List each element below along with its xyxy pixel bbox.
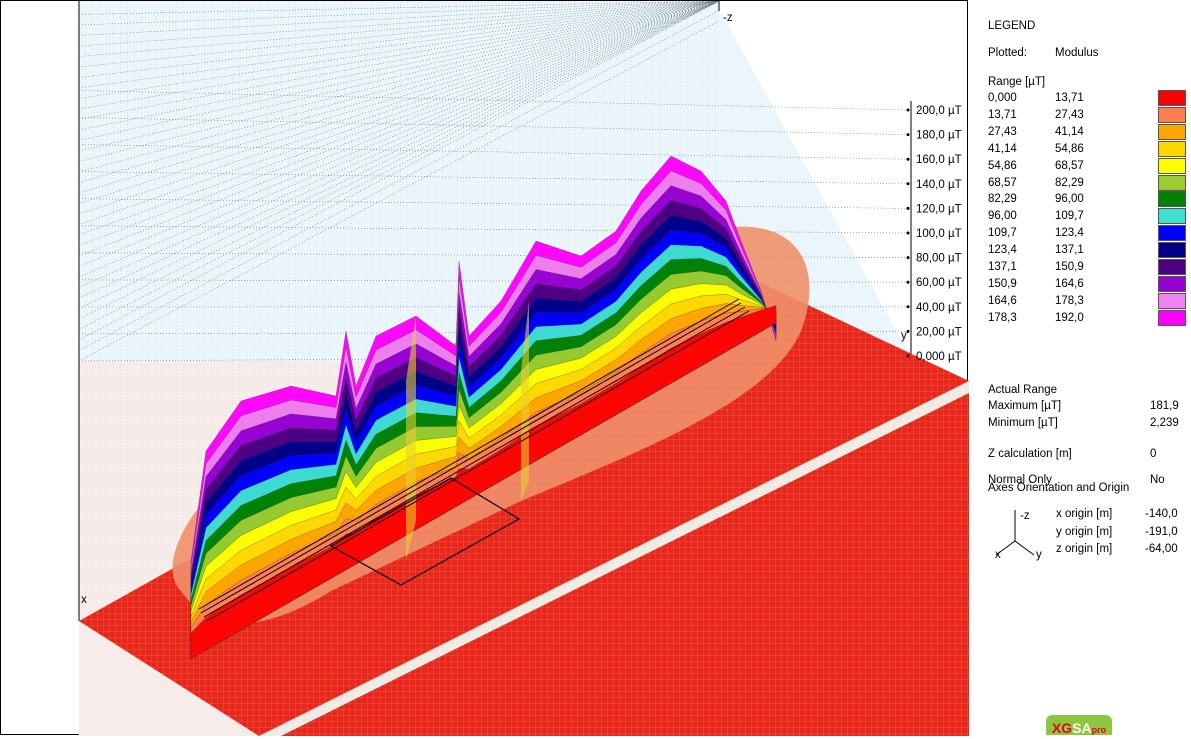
- range-swatch: [1158, 124, 1186, 140]
- surface-plot-svg: 0,000 µT 20,00 µT 40,00 µT 60,00 µT 80,00 µT…: [1, 1, 969, 736]
- z-tick-label: 160,0 µT: [916, 154, 962, 166]
- range-to: 137,1: [1055, 244, 1084, 256]
- range-from: 178,3: [988, 312, 1017, 324]
- range-to: 109,7: [1055, 210, 1084, 222]
- range-from: 96,00: [988, 210, 1017, 222]
- z-tick-label: 140,0 µT: [916, 179, 962, 191]
- range-swatch: [1158, 141, 1186, 157]
- z-tick-label: 100,0 µT: [916, 228, 962, 240]
- z-tick-mark: [907, 182, 910, 185]
- range-from: 41,14: [988, 143, 1017, 155]
- range-from: 123,4: [988, 244, 1017, 256]
- z-origin-label: z origin [m]: [1056, 543, 1112, 555]
- z-axis-ticks: 0,000 µT 20,00 µT 40,00 µT 60,00 µT 80,00 µT…: [907, 105, 962, 363]
- range-from: 137,1: [988, 261, 1017, 273]
- z-tick-mark: [907, 207, 910, 210]
- range-to: 96,00: [1055, 193, 1084, 205]
- range-to: 27,43: [1055, 109, 1084, 121]
- minimum-label: Minimum [µT]: [988, 417, 1058, 429]
- range-to: 54,86: [1055, 143, 1084, 155]
- range-swatch: [1158, 208, 1186, 224]
- maximum-label: Maximum [µT]: [988, 400, 1061, 412]
- x-origin-label: x origin [m]: [1056, 508, 1112, 520]
- z-tick-label: 80,00 µT: [916, 253, 962, 265]
- range-swatch: [1158, 242, 1186, 258]
- range-to: 82,29: [1055, 177, 1084, 189]
- x-origin-value: -140,0: [1145, 508, 1178, 520]
- plotted-value: Modulus: [1055, 47, 1098, 59]
- z-tick-mark: [907, 158, 910, 161]
- range-swatch: [1158, 90, 1186, 106]
- range-swatch: [1158, 225, 1186, 241]
- z-tick-label: 60,00 µT: [916, 277, 962, 289]
- range-from: 13,71: [988, 109, 1017, 121]
- z-tick-mark: [907, 355, 910, 358]
- range-from: 150,9: [988, 278, 1017, 290]
- normal-only-value: No: [1150, 474, 1165, 486]
- range-swatch: [1158, 175, 1186, 191]
- z-tick-label: 20,00 µT: [916, 326, 962, 338]
- range-to: 150,9: [1055, 261, 1084, 273]
- plot-area: 0,000 µT 20,00 µT 40,00 µT 60,00 µT 80,00 µT…: [0, 0, 968, 735]
- range-swatch: [1158, 107, 1186, 123]
- z-tick-label: 120,0 µT: [916, 203, 962, 215]
- z-tick-mark: [907, 133, 910, 136]
- range-from: 27,43: [988, 126, 1017, 138]
- z-tick-mark: [907, 232, 910, 235]
- z-axis-label: -z: [723, 12, 733, 24]
- range-to: 123,4: [1055, 227, 1084, 239]
- range-from: 0,000: [988, 92, 1017, 104]
- range-swatch: [1158, 293, 1186, 309]
- range-from: 68,57: [988, 177, 1017, 189]
- z-tick-label: 40,00 µT: [916, 302, 962, 314]
- z-tick-label: 200,0 µT: [916, 105, 962, 117]
- y-origin-label: y origin [m]: [1056, 526, 1112, 538]
- range-to: 13,71: [1055, 92, 1084, 104]
- z-tick-mark: [907, 281, 910, 284]
- range-swatch: [1158, 310, 1186, 326]
- range-from: 82,29: [988, 193, 1017, 205]
- range-to: 164,6: [1055, 278, 1084, 290]
- z-tick-mark: [907, 109, 910, 112]
- range-to: 68,57: [1055, 160, 1084, 172]
- axes-orientation-label: Axes Orientation and Origin: [988, 482, 1129, 494]
- plotted-label: Plotted:: [988, 47, 1027, 59]
- range-to: 178,3: [1055, 295, 1084, 307]
- y-origin-value: -191,0: [1145, 526, 1178, 538]
- range-swatch: [1158, 259, 1186, 275]
- minimum-value: 2,239: [1150, 417, 1179, 429]
- axes-y-label: y: [1036, 549, 1042, 561]
- range-from: 54,86: [988, 160, 1017, 172]
- z-tick-label: 0,000 µT: [916, 351, 962, 363]
- range-label: Range [µT]: [988, 76, 1045, 88]
- xgsa-logo: XGSApro: [1046, 715, 1112, 735]
- z-tick-mark: [907, 305, 910, 308]
- range-from: 164,6: [988, 295, 1017, 307]
- z-tick-mark: [907, 330, 910, 333]
- range-to: 192,0: [1055, 312, 1084, 324]
- zcalc-label: Z calculation [m]: [988, 448, 1072, 460]
- range-from: 109,7: [988, 227, 1017, 239]
- axes-z-label: -z: [1020, 510, 1030, 522]
- range-swatch: [1158, 158, 1186, 174]
- z-tick-mark: [907, 256, 910, 259]
- x-axis-label: x: [81, 594, 87, 606]
- actual-range-label: Actual Range: [988, 384, 1057, 396]
- range-swatch: [1158, 191, 1186, 207]
- legend-title: LEGEND: [988, 20, 1035, 32]
- range-to: 41,14: [1055, 126, 1084, 138]
- z-tick-label: 180,0 µT: [916, 130, 962, 142]
- maximum-value: 181,9: [1150, 400, 1179, 412]
- z-origin-value: -64,00: [1145, 543, 1178, 555]
- axes-x-label: x: [995, 549, 1001, 561]
- range-swatch: [1158, 276, 1186, 292]
- y-axis-label: y: [901, 330, 907, 342]
- zcalc-value: 0: [1150, 448, 1156, 460]
